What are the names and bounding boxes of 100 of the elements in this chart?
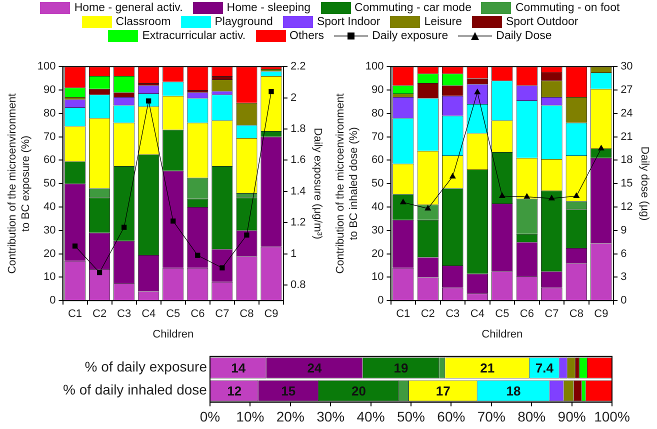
- point: [268, 89, 274, 94]
- y-tick-label: 100: [365, 60, 384, 73]
- y-tick-label: 90: [44, 84, 56, 96]
- legend-label: Commuting - car mode: [354, 2, 472, 14]
- y2-tick-label: 1.4: [290, 185, 306, 198]
- y-tick-label: 20: [44, 248, 56, 260]
- x-tick-label: C2: [92, 308, 107, 320]
- y2-tick-label: 1: [290, 248, 297, 260]
- x-tick-label: C9: [264, 308, 278, 320]
- y-tick-label: 30: [44, 224, 56, 236]
- y-tick-label: % of daily exposure: [84, 358, 208, 375]
- y2-tick-label: 2.2: [290, 60, 306, 73]
- y-tick-label: % of daily inhaled dose: [62, 382, 208, 398]
- y-tick-label: 100: [37, 60, 56, 73]
- x-tick-label: 100%: [594, 408, 630, 424]
- point: [450, 173, 456, 178]
- x-tick-label: C9: [594, 308, 608, 320]
- x-tick-label: C8: [240, 308, 254, 320]
- y2-tick-label: 6: [620, 248, 627, 260]
- legend-label: Daily Dose: [496, 30, 552, 42]
- legend-label: Classroom: [116, 16, 171, 28]
- legend-label: Commuting - on foot: [515, 2, 620, 14]
- point: [598, 145, 604, 150]
- y2-tick-label: 27: [620, 84, 633, 96]
- x-tick-label: C4: [142, 308, 156, 320]
- point: [573, 192, 580, 198]
- point: [96, 270, 102, 276]
- data-label: 21: [480, 360, 495, 376]
- y-tick-label: 70: [44, 130, 56, 143]
- x-axis-title: Children: [482, 328, 523, 340]
- data-label: 7.4: [535, 360, 554, 376]
- x-tick-label: 10%: [236, 408, 264, 424]
- y2-tick-label: 12: [620, 201, 633, 214]
- y2-tick-label: 3: [620, 271, 627, 284]
- y-tick-label: 50: [372, 178, 384, 190]
- y2-tick-label: 0.8: [290, 279, 306, 292]
- y-tick-label: 90: [372, 84, 384, 96]
- y2-tick-label: 18: [620, 154, 633, 166]
- y-tick-label: 60: [44, 154, 56, 166]
- x-tick-label: 40%: [356, 408, 385, 424]
- point: [220, 265, 225, 270]
- y-tick-label: 10: [372, 271, 384, 284]
- legend-label: Leisure: [424, 16, 462, 28]
- x-tick-label: 60%: [437, 408, 466, 424]
- y-tick-label: 80: [372, 107, 384, 120]
- y2-tick-label: 24: [620, 107, 633, 120]
- y2-tick-label: 1.8: [290, 123, 306, 136]
- x-tick-label: 80%: [518, 408, 546, 424]
- x-tick-label: C1: [396, 308, 410, 320]
- point: [400, 198, 406, 204]
- legend-label: Playground: [214, 16, 273, 28]
- point: [244, 232, 250, 238]
- x-axis-title: Children: [152, 328, 194, 340]
- y-axis-title: Contribution of the microenvironment to BC inhaled dose (%): [334, 93, 360, 274]
- point: [499, 192, 506, 198]
- point: [548, 194, 555, 200]
- y2-tick-label: 9: [620, 224, 627, 236]
- y2-tick-label: 30: [620, 60, 633, 73]
- point: [424, 205, 431, 210]
- x-tick-label: C8: [569, 308, 584, 320]
- x-tick-label: C7: [544, 308, 559, 320]
- data-label: 20: [351, 383, 366, 398]
- x-tick-label: 50%: [396, 408, 426, 424]
- legend-label: Sport Indoor: [316, 16, 380, 28]
- y-tick-label: 0: [378, 294, 384, 307]
- data-label: 12: [227, 383, 242, 398]
- legend-label: Others: [290, 30, 324, 42]
- y2-tick-label: 2: [290, 92, 297, 104]
- y2-tick-label: 21: [620, 130, 633, 143]
- point: [524, 193, 530, 199]
- x-tick-label: C4: [470, 308, 484, 320]
- point: [72, 243, 78, 249]
- x-tick-label: 0%: [200, 408, 220, 424]
- x-tick-label: C2: [420, 308, 435, 320]
- x-tick-label: C5: [495, 308, 510, 320]
- y2-axis-title: Daily dose (µg): [638, 146, 650, 221]
- y-tick-label: 80: [44, 107, 56, 120]
- data-label: 19: [394, 360, 408, 376]
- y2-tick-label: 15: [620, 178, 633, 190]
- y2-tick-label: 1.2: [290, 216, 306, 229]
- legend-label: Daily exposure: [372, 30, 448, 42]
- y-tick-label: 40: [44, 201, 56, 214]
- data-label: 24: [307, 360, 323, 376]
- data-label: 14: [231, 360, 246, 376]
- x-tick-label: C6: [520, 308, 534, 320]
- y2-axis-title: Daily exposure (μg/m³): [311, 128, 324, 240]
- y2-tick-label: 1.6: [290, 154, 306, 166]
- y-tick-label: 60: [372, 154, 384, 166]
- point: [170, 218, 176, 224]
- legend-label: Home - general activ.: [74, 2, 183, 14]
- x-tick-label: C7: [215, 308, 230, 320]
- data-label: 18: [506, 383, 521, 398]
- x-tick-label: C5: [166, 308, 180, 320]
- x-tick-label: 90%: [558, 408, 586, 424]
- y-tick-label: 40: [372, 201, 384, 214]
- y-tick-label: 50: [44, 178, 56, 190]
- point: [122, 224, 127, 230]
- y-tick-label: 70: [372, 130, 384, 143]
- y-tick-label: 10: [44, 271, 56, 284]
- y2-tick-label: 0: [620, 294, 627, 307]
